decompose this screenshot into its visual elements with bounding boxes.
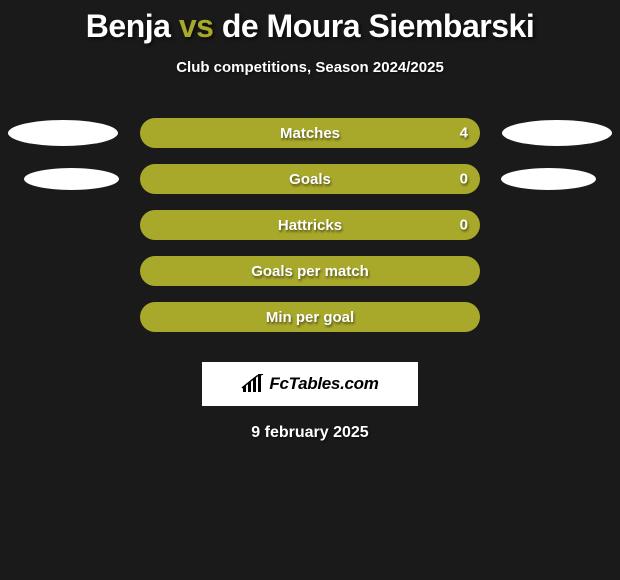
- stat-value-right: 0: [460, 217, 468, 234]
- brand-text: FcTables.com: [269, 374, 378, 394]
- subtitle: Club competitions, Season 2024/2025: [0, 59, 620, 76]
- stat-value-right: 4: [460, 125, 468, 142]
- stat-label: Goals: [289, 171, 331, 188]
- stat-bar: Matches 4: [140, 118, 480, 148]
- ellipse-right: [502, 120, 612, 146]
- bar-chart-icon: [241, 374, 265, 394]
- stat-value-right: 0: [460, 171, 468, 188]
- ellipse-right: [501, 168, 596, 190]
- player1-name: Benja: [86, 8, 171, 44]
- stat-bar: Hattricks 0: [140, 210, 480, 240]
- stat-bar: Min per goal: [140, 302, 480, 332]
- stat-rows: Matches 4 Goals 0 Hattricks 0 Goals per …: [0, 118, 620, 348]
- stat-label: Min per goal: [266, 309, 354, 326]
- stat-row-min-per-goal: Min per goal: [0, 302, 620, 348]
- page-title: Benja vs de Moura Siembarski: [0, 0, 620, 45]
- stat-label: Goals per match: [251, 263, 369, 280]
- stat-row-goals: Goals 0: [0, 164, 620, 210]
- stat-row-goals-per-match: Goals per match: [0, 256, 620, 302]
- ellipse-left: [24, 168, 119, 190]
- stat-label: Hattricks: [278, 217, 342, 234]
- stat-bar: Goals 0: [140, 164, 480, 194]
- stat-row-hattricks: Hattricks 0: [0, 210, 620, 256]
- player2-name: de Moura Siembarski: [222, 8, 534, 44]
- vs-text: vs: [179, 8, 214, 44]
- ellipse-left: [8, 120, 118, 146]
- stat-row-matches: Matches 4: [0, 118, 620, 164]
- brand-box: FcTables.com: [202, 362, 418, 406]
- date-text: 9 february 2025: [0, 424, 620, 442]
- stat-bar: Goals per match: [140, 256, 480, 286]
- stat-label: Matches: [280, 125, 340, 142]
